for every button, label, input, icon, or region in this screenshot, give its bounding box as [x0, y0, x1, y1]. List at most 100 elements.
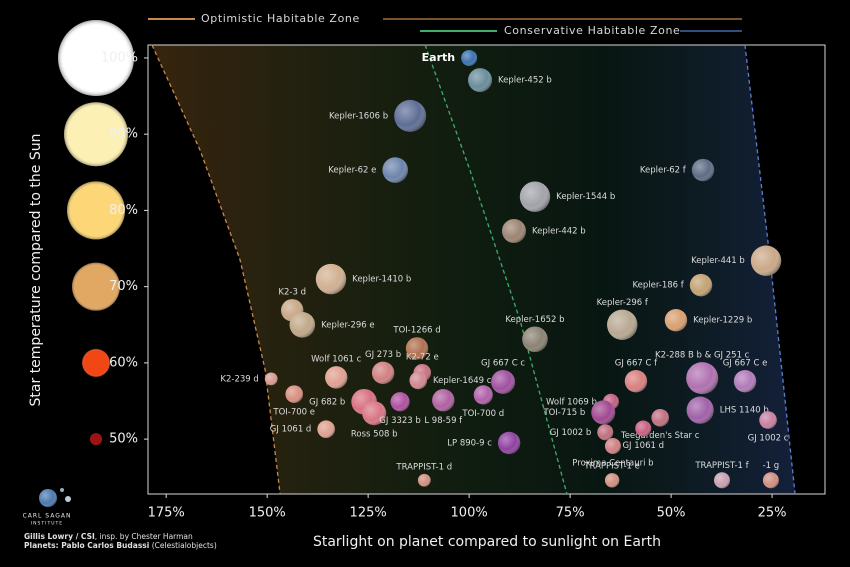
- planet-label: TOI-715 b: [542, 408, 585, 418]
- star-disc-shade: [67, 181, 125, 240]
- planet-shade: [762, 472, 779, 489]
- planet-label: Proxima Centauri b: [572, 458, 653, 468]
- planet-shade: [409, 371, 428, 390]
- planet-shade: [759, 411, 777, 429]
- planet-label: Kepler-296 e: [321, 320, 375, 330]
- planet-shade: [432, 389, 455, 412]
- planet-shade: [591, 400, 616, 425]
- credit-planets-note: (Celestialobjects): [152, 541, 217, 550]
- planet: [382, 157, 409, 183]
- planet: [664, 308, 688, 332]
- planet: [762, 472, 779, 489]
- credit-planets: Planets: Pablo Carlos Budassi: [24, 541, 149, 550]
- y-tick-label: 100%: [101, 50, 138, 65]
- planet-label: Kepler-1410 b: [352, 275, 411, 285]
- planet-label: K2-288 B b & GJ 251 c: [655, 351, 750, 361]
- planet-shade: [691, 158, 715, 182]
- planet-label: Earth: [422, 51, 455, 64]
- planet-label: TOI-700 e: [272, 407, 315, 417]
- planet: [390, 392, 410, 412]
- planet-label: GJ 1061 d: [622, 441, 664, 451]
- planet-label: GJ 1002 c: [748, 433, 789, 443]
- planet-label: K2-3 d: [278, 288, 306, 298]
- planet-shade: [686, 362, 719, 395]
- planet-label: GJ 273 b: [365, 350, 401, 360]
- planet: [519, 181, 551, 212]
- planet-label: K2-72 e: [406, 352, 439, 362]
- planet: [371, 361, 395, 384]
- planet-label: TRAPPIST-1 e: [583, 462, 640, 472]
- planet-shade: [519, 181, 551, 212]
- x-tick-label: 150%: [249, 506, 286, 521]
- y-tick-label: 80%: [109, 203, 138, 218]
- planet: [686, 396, 714, 424]
- planet-label: Kepler-1544 b: [556, 192, 615, 202]
- planet-shade: [635, 420, 652, 437]
- planet-label: TRAPPIST-1 f: [694, 461, 749, 471]
- planet: [604, 437, 621, 454]
- planet: [325, 366, 348, 389]
- credit-note: , insp. by Chester Harman: [95, 532, 193, 541]
- planet: [713, 472, 730, 489]
- planet-shade: [497, 431, 521, 455]
- planet-label: Kepler-452 b: [498, 76, 552, 86]
- planet: [604, 473, 620, 488]
- planet-shade: [405, 337, 429, 360]
- planet-shade: [607, 309, 638, 340]
- x-tick-label: 25%: [758, 506, 787, 521]
- planet-label: Kepler-296 f: [597, 298, 649, 308]
- logo: CARL SAGAN INSTITUTE: [23, 488, 71, 527]
- y-tick-label: 70%: [109, 279, 138, 294]
- planet-label: GJ 667 C c: [481, 358, 525, 368]
- planet-label: GJ 1061 d: [270, 425, 312, 435]
- x-axis-title: Starlight on planet compared to sunlight…: [313, 534, 661, 550]
- planet-shade: [750, 245, 782, 276]
- planet: [468, 68, 493, 93]
- planet-label: GJ 667 C f: [615, 358, 658, 368]
- planet-shade: [285, 385, 304, 403]
- planet-shade: [624, 369, 648, 393]
- planet-label: LHS 1140 b: [720, 406, 769, 416]
- planet-label: Kepler-62 f: [640, 166, 687, 176]
- planet-label: Kepler-186 f: [632, 281, 684, 291]
- planet-shade: [289, 311, 316, 338]
- planet-label: TOI-700 d: [461, 409, 504, 419]
- planet-shade: [325, 366, 348, 389]
- planet-label: Wolf 1061 c: [311, 355, 361, 365]
- y-axis-title: Star temperature compared to the Sun: [28, 134, 44, 407]
- planet: [689, 273, 713, 297]
- zone-boundary: [744, 44, 796, 495]
- legend-label: Conservative Habitable Zone: [504, 24, 680, 37]
- planet: [624, 369, 648, 393]
- planet: [461, 49, 478, 66]
- planet: [750, 245, 782, 276]
- planet-label: GJ 3323 b: [379, 416, 421, 426]
- planet-shade: [371, 361, 395, 384]
- planet-label: -1 g: [763, 461, 780, 471]
- planet: [691, 158, 715, 182]
- planet-shade: [689, 273, 713, 297]
- star-disc-shade: [58, 19, 134, 96]
- planet-shade: [733, 369, 757, 393]
- planet-label: Wolf 1069 b: [546, 397, 597, 407]
- planet-shade: [461, 49, 478, 66]
- planet-shade: [664, 308, 688, 332]
- x-tick-label: 75%: [556, 506, 585, 521]
- logo-moon: [65, 496, 71, 502]
- planet: [491, 369, 516, 394]
- planet-shade: [394, 99, 427, 132]
- y-tick-label: 50%: [109, 432, 138, 447]
- planet-shade: [390, 392, 410, 412]
- planet: [362, 401, 387, 426]
- planet-shade: [651, 408, 669, 427]
- credit-line: Gillis Lowry / CSI, insp. by Chester Har…: [24, 532, 193, 541]
- zone-boundary: [424, 44, 568, 495]
- planet: [289, 311, 316, 338]
- logo-shade: [39, 489, 57, 507]
- habitable-zone-fill: [152, 45, 796, 494]
- planet: [591, 400, 616, 425]
- planet: [497, 431, 521, 455]
- planet-shade: [317, 420, 335, 439]
- credit-author: Gillis Lowry / CSI: [24, 532, 95, 541]
